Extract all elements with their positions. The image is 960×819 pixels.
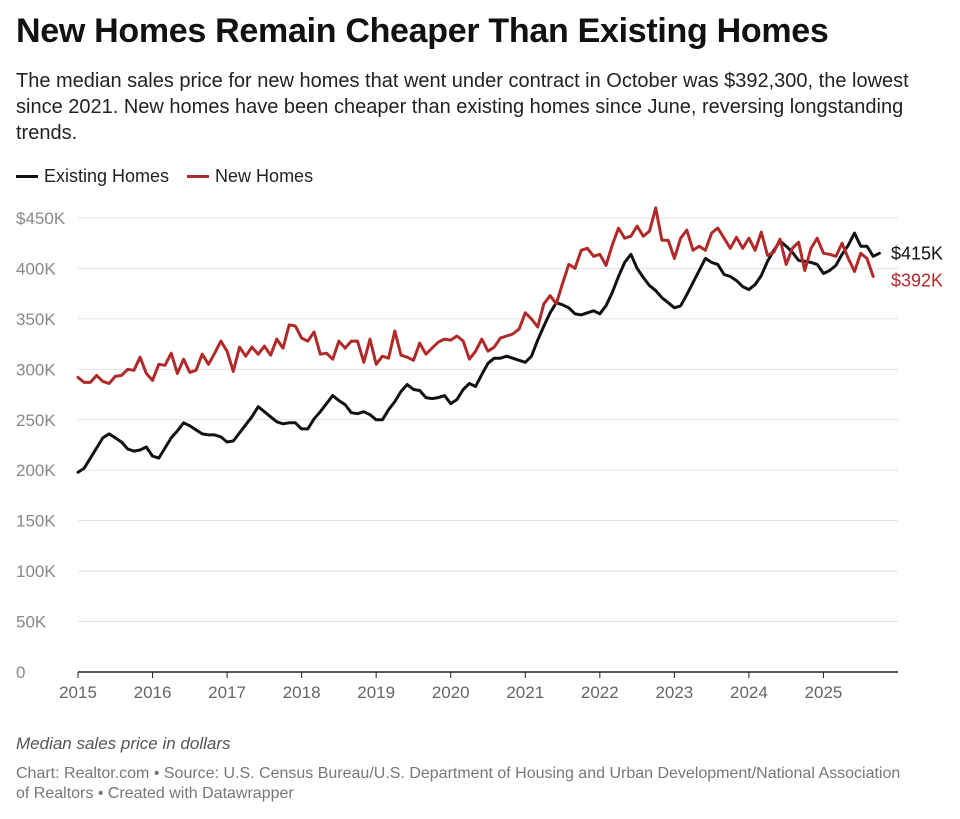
x-tick-label: 2016 bbox=[134, 683, 172, 702]
legend-label-existing: Existing Homes bbox=[44, 166, 170, 186]
x-tick-label: 2020 bbox=[432, 683, 470, 702]
end-labels: $415K $392K bbox=[891, 243, 943, 290]
y-tick-label: 0 bbox=[16, 663, 25, 682]
y-tick-label: 100K bbox=[16, 562, 56, 581]
grid-lines bbox=[78, 217, 898, 623]
legend-swatch-existing bbox=[16, 175, 38, 178]
y-tick-label: 50K bbox=[16, 613, 47, 632]
x-tick-label: 2023 bbox=[655, 683, 693, 702]
legend: Existing Homes New Homes bbox=[16, 166, 313, 187]
series-line-new-homes bbox=[76, 206, 875, 385]
legend-item-new: New Homes bbox=[187, 166, 313, 187]
x-tick-label: 2019 bbox=[357, 683, 395, 702]
x-tick-label: 2015 bbox=[59, 683, 97, 702]
line-chart: $450K 400K 350K 300K 250K 200K 150K 100K 50K 0 20… bbox=[16, 206, 943, 702]
chart-subtitle: The median sales price for new homes tha… bbox=[16, 70, 909, 144]
y-tick-label: 400K bbox=[16, 259, 56, 278]
y-tick-label: 350K bbox=[16, 310, 56, 329]
y-tick-label: $450K bbox=[16, 209, 66, 228]
x-tick-label: 2022 bbox=[581, 683, 619, 702]
chart-title: New Homes Remain Cheaper Than Existing H… bbox=[16, 12, 829, 50]
x-axis: 2015 2016 2017 2018 2019 2020 2021 2022 2023 2024… bbox=[59, 671, 898, 702]
y-axis: $450K 400K 350K 300K 250K 200K 150K 100K 50K 0 bbox=[16, 209, 66, 682]
x-tick-label: 2018 bbox=[283, 683, 321, 702]
legend-item-existing: Existing Homes bbox=[16, 166, 169, 187]
x-tick-label: 2025 bbox=[805, 683, 843, 702]
chart-source: Chart: Realtor.com • Source: U.S. Census… bbox=[16, 765, 901, 802]
x-tick-label: 2021 bbox=[506, 683, 544, 702]
y-tick-label: 150K bbox=[16, 512, 56, 531]
legend-swatch-new bbox=[187, 175, 210, 178]
y-tick-label: 200K bbox=[16, 461, 56, 480]
series-line-existing-homes bbox=[76, 231, 881, 474]
y-tick-label: 250K bbox=[16, 411, 56, 430]
x-tick-label: 2024 bbox=[730, 683, 768, 702]
end-label-new-homes: $392K bbox=[891, 271, 943, 291]
end-label-existing-homes: $415K bbox=[891, 243, 943, 263]
legend-label-new: New Homes bbox=[215, 166, 314, 186]
y-tick-label: 300K bbox=[16, 360, 56, 379]
chart-notes: Median sales price in dollars bbox=[16, 734, 231, 753]
x-tick-label: 2017 bbox=[208, 683, 246, 702]
series-lines bbox=[76, 206, 881, 474]
